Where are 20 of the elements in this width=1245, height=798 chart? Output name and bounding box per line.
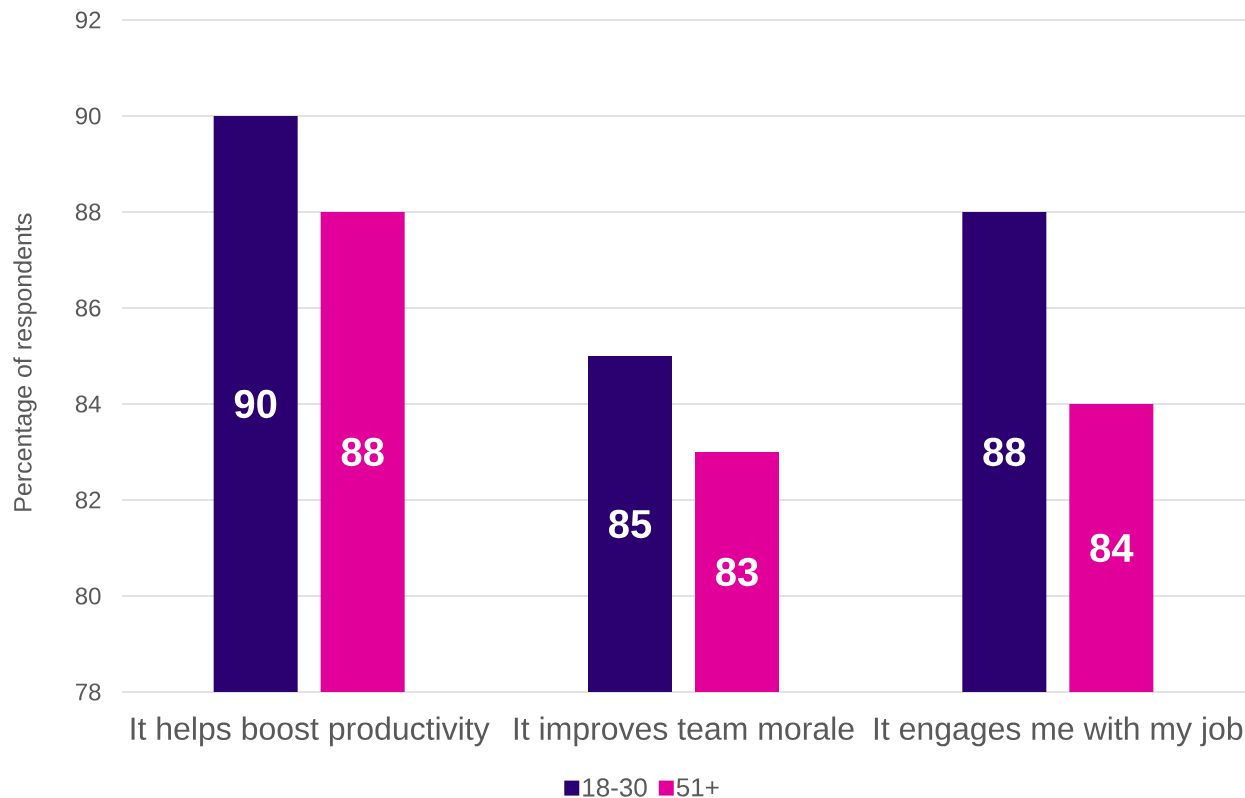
x-tick-label: It engages me with my job [874, 716, 1243, 747]
y-tick-label: 88 [75, 203, 101, 221]
y-tick-label: 86 [75, 299, 101, 317]
y-tick-label: 78 [76, 683, 101, 701]
y-tick-label: 92 [75, 11, 101, 29]
x-tick-label: It helps boost productivity [131, 716, 490, 747]
legend-label: 51+ [676, 778, 719, 797]
data-label: 90 [234, 389, 277, 419]
y-tick-label: 80 [75, 587, 101, 605]
y-tick-label: 90 [75, 107, 101, 125]
y-tick-label: 82 [75, 491, 101, 509]
data-label: 85 [609, 509, 652, 539]
y-axis-title: Percentage of respondents [13, 213, 37, 511]
legend-label: 18-30 [583, 778, 647, 797]
y-tick-label: 84 [75, 395, 101, 413]
data-label: 84 [1090, 533, 1134, 563]
x-tick-label: It improves team morale [514, 716, 854, 747]
data-label: 88 [983, 437, 1026, 467]
data-label: 83 [716, 557, 758, 587]
data-label: 88 [341, 437, 384, 467]
